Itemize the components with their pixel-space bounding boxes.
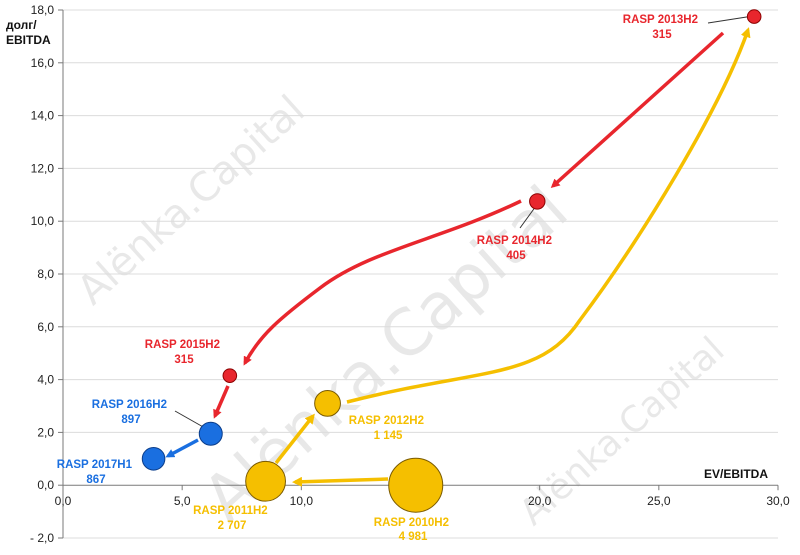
- leader-2014: [519, 205, 537, 229]
- arrow-2011-to-2012: [274, 413, 315, 465]
- data-point-5: [529, 193, 546, 210]
- x-tick-label: 30,0: [766, 494, 790, 508]
- watermark-text: Alёnka.Capital: [69, 87, 314, 314]
- point-label-2010-value: 4 981: [399, 531, 428, 543]
- leader-lines: [174, 15, 754, 429]
- arrow-2010-to-2011: [292, 476, 389, 487]
- arrow-2014-to-2015: [243, 199, 522, 366]
- point-label-2010: RASP 2010H2 4 981: [374, 517, 452, 543]
- y-tick-label: - 2,0: [30, 531, 54, 545]
- point-label-2011-name: RASP 2011H2: [193, 505, 268, 517]
- y-tick-label: 12,0: [31, 161, 55, 175]
- arrow-2012-to-2013: [346, 27, 751, 404]
- point-label-2013-name: RASP 2013H2: [623, 14, 698, 26]
- data-point-6: [222, 368, 238, 383]
- x-axis-title: EV/EBITDA: [704, 467, 768, 481]
- leader-2013: [707, 15, 754, 24]
- point-label-2014-name: RASP 2014H2: [477, 235, 552, 247]
- point-label-2014: RASP 2014H2 405: [477, 235, 555, 262]
- point-label-2016-name: RASP 2016H2: [92, 399, 167, 411]
- y-tick-label: 14,0: [31, 109, 55, 123]
- point-labels: RASP 2013H2 315 RASP 2014H2 405 RASP 201…: [57, 14, 701, 543]
- point-label-2017-name: RASP 2017H1: [57, 459, 133, 471]
- y-tick-label: 4,0: [37, 373, 54, 387]
- point-label-2010-name: RASP 2010H2: [374, 517, 449, 529]
- gridlines: [63, 9, 778, 539]
- data-point-8: [141, 447, 166, 471]
- arrow-2016-to-2017: [165, 438, 199, 458]
- y-tick-label: 18,0: [31, 3, 55, 17]
- point-label-2012: RASP 2012H2 1 145: [349, 415, 427, 442]
- y-tick-label: 10,0: [31, 214, 55, 228]
- point-label-2015-name: RASP 2015H2: [145, 339, 220, 351]
- y-tick-label: 8,0: [37, 267, 54, 281]
- y-tick-label: 6,0: [37, 320, 54, 334]
- point-label-2013-value: 315: [652, 29, 672, 41]
- x-tick-label: 10,0: [290, 494, 314, 508]
- point-label-2017: RASP 2017H1 867: [57, 459, 135, 486]
- point-label-2015: RASP 2015H2 315: [145, 339, 223, 366]
- arrow-2015-to-2016: [213, 385, 230, 419]
- point-label-2012-name: RASP 2012H2: [349, 415, 424, 427]
- y-axis-title: долг/ EBITDA: [6, 18, 51, 47]
- data-point-1: [388, 457, 444, 513]
- point-label-2011-value: 2 707: [218, 520, 247, 532]
- data-point-4: [746, 9, 762, 24]
- point-label-2016: RASP 2016H2 897: [92, 399, 170, 426]
- x-tick-label: 0,0: [55, 494, 72, 508]
- point-label-2012-value: 1 145: [374, 430, 403, 442]
- data-point-2: [245, 460, 286, 502]
- point-label-2013: RASP 2013H2 315: [623, 14, 701, 41]
- y-axis-title-line-1: долг/: [6, 18, 37, 32]
- transition-arrows: [165, 27, 751, 487]
- x-tick-label: 20,0: [528, 494, 552, 508]
- point-label-2016-value: 897: [121, 414, 140, 426]
- y-tick-label: 2,0: [37, 425, 54, 439]
- x-tick-label: 25,0: [647, 494, 671, 508]
- point-label-2017-value: 867: [86, 474, 105, 486]
- point-label-2011: RASP 2011H2 2 707: [193, 505, 271, 532]
- y-axis-title-line-2: EBITDA: [6, 33, 51, 47]
- y-tick-label: 16,0: [31, 56, 55, 70]
- data-point-3: [314, 389, 341, 417]
- tick-labels: - 2,0 0,0 2,0 4,0 6,0 8,0 10,0 12,0 14,0 16,0 18,0…: [30, 3, 790, 545]
- leader-2016: [174, 410, 206, 429]
- point-label-2015-value: 315: [174, 354, 194, 366]
- arrow-2013-to-2014: [550, 31, 725, 189]
- data-point-7: [198, 421, 223, 446]
- x-tick-label: 5,0: [174, 494, 191, 508]
- y-tick-label: 0,0: [37, 478, 54, 492]
- data-points: [141, 9, 762, 513]
- point-label-2014-value: 405: [506, 250, 526, 262]
